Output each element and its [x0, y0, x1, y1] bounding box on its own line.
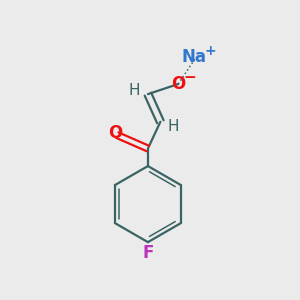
Text: O: O: [108, 124, 122, 142]
Text: H: H: [167, 119, 178, 134]
Text: O: O: [171, 75, 185, 93]
Text: Na: Na: [181, 48, 206, 66]
Text: −: −: [183, 70, 196, 85]
Text: H: H: [129, 83, 140, 98]
Text: F: F: [142, 244, 154, 262]
Text: +: +: [205, 44, 216, 58]
